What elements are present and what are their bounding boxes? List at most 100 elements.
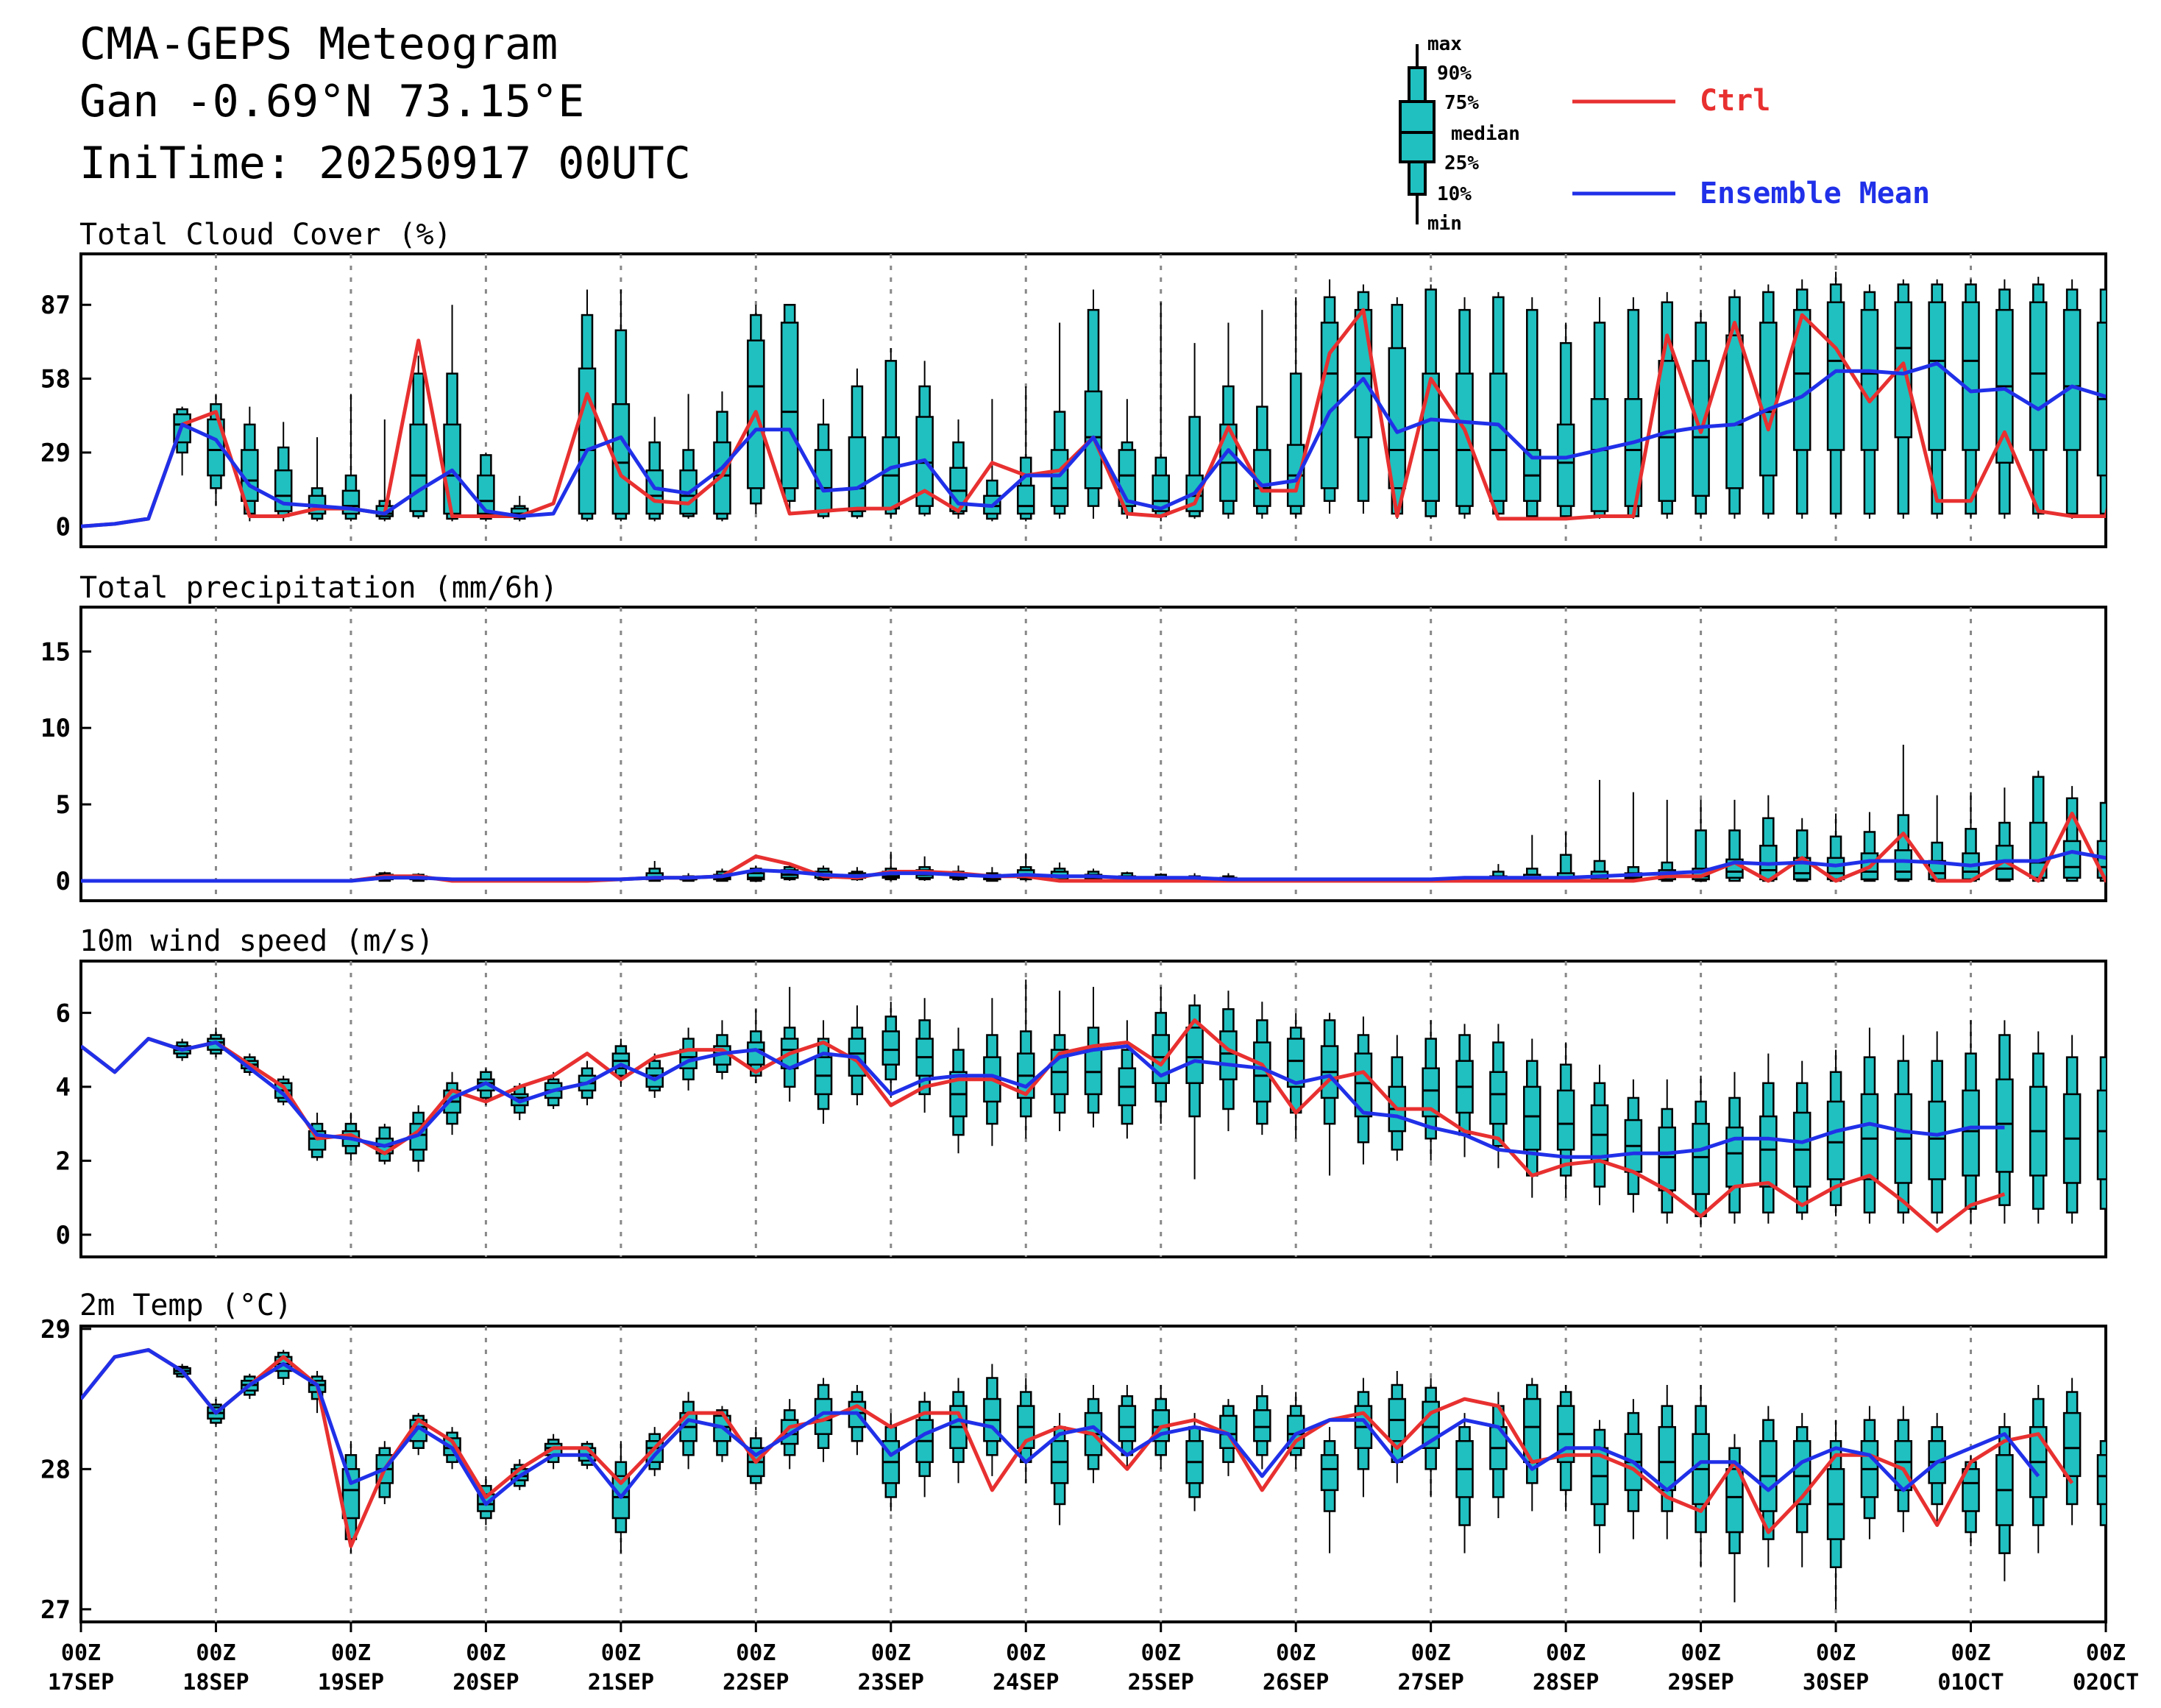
panel-title-temp: 2m Temp (°C) (79, 1289, 292, 1322)
box-40 (1422, 1020, 1440, 1161)
box-47 (1658, 1385, 1676, 1539)
x-tick-label-hour: 00Z (331, 1640, 371, 1666)
box-60 (2096, 1434, 2106, 1547)
panel-2: 0 2 4 6 (56, 960, 2107, 1258)
box-p25-p75 (1152, 474, 1170, 512)
x-tick-label-date: 23SEP (858, 1670, 924, 1695)
box-p25-p75 (1792, 308, 1812, 451)
box-38 (1354, 1016, 1373, 1165)
panel-3: 27 28 29 (40, 1315, 2107, 1625)
box-49 (1725, 1071, 1744, 1224)
box-p25-p75 (1759, 1115, 1778, 1188)
box-p25-p75 (1556, 423, 1575, 507)
box-57 (1995, 1413, 2014, 1581)
box-p25-p75 (1826, 1100, 1845, 1180)
box-52 (1826, 272, 1845, 519)
ensemble-mean-line (81, 361, 2106, 528)
box-p25-p75 (1725, 334, 1744, 489)
y-tick-label: 87 (40, 291, 71, 320)
box-41 (1455, 1024, 1474, 1158)
box-p25-p75 (780, 322, 799, 489)
box-37 (1320, 1427, 1339, 1553)
box-51 (1792, 279, 1812, 519)
panel-title-wind: 10m wind speed (m/s) (79, 924, 434, 958)
box-p25-p75 (2062, 840, 2082, 879)
box-31 (1118, 1385, 1137, 1470)
box-54 (1894, 745, 1913, 882)
box-29 (1050, 1413, 1069, 1525)
box-42 (1489, 1392, 1508, 1519)
box-20 (747, 305, 765, 514)
box-29 (1050, 322, 1069, 519)
box-p25-p75 (881, 1030, 901, 1066)
box-p25-p75 (1658, 1425, 1676, 1492)
box-50 (1759, 1406, 1778, 1567)
box-p25-p75 (1118, 1405, 1137, 1442)
x-tick-label-hour: 00Z (61, 1640, 101, 1666)
box-p25-p75 (1590, 1104, 1609, 1162)
box-24 (881, 348, 901, 519)
box-59 (2062, 1035, 2082, 1224)
y-tick-label: 2 (56, 1147, 71, 1176)
x-tick-label-date: 17SEP (48, 1670, 114, 1695)
panel-marks (81, 1347, 2106, 1609)
box-p25-p75 (1759, 322, 1778, 477)
box-p25-p75 (1928, 1100, 1946, 1180)
y-tick-label: 6 (56, 999, 71, 1028)
box-41 (1455, 297, 1474, 519)
box-57 (1995, 279, 2014, 519)
box-44 (1556, 1042, 1575, 1198)
box-p25-p75 (1860, 1093, 1879, 1180)
x-tick-label-date: 26SEP (1263, 1670, 1329, 1695)
panel-0: 0 29 58 87 (40, 252, 2107, 548)
x-tick-label-hour: 00Z (1681, 1640, 1721, 1666)
box-p25-p75 (1050, 449, 1069, 507)
legend-p90: 90% (1437, 63, 1472, 85)
box-p25-p75 (713, 441, 731, 515)
box-32 (1152, 302, 1170, 522)
box-50 (1759, 1053, 1778, 1224)
x-tick-label-date: 02OCT (2073, 1670, 2139, 1695)
x-tick-label-date: 18SEP (182, 1670, 249, 1695)
box-43 (1523, 297, 1541, 519)
box-49 (1725, 289, 1744, 519)
box-21 (780, 303, 799, 514)
box-34 (1219, 322, 1238, 519)
x-tick-label-hour: 00Z (1006, 1640, 1046, 1666)
box-p25-p75 (1455, 372, 1474, 507)
box-p25-p75 (2062, 1411, 2082, 1478)
legend-p10: 10% (1437, 183, 1472, 205)
box-p25-p75 (1590, 398, 1609, 512)
box-p25-p75 (1253, 1409, 1271, 1442)
plot-panels: 0 29 58 87 0 5 10 15 0 2 4 6 27 28 29 (40, 252, 2107, 1625)
ensemble-mean-line (81, 1037, 2005, 1159)
x-tick-label-date: 29SEP (1667, 1670, 1734, 1695)
box-46 (1624, 1079, 1643, 1213)
box-58 (2029, 277, 2048, 519)
box-35 (1253, 1002, 1271, 1135)
y-tick-label: 15 (40, 637, 71, 667)
box-42 (1489, 291, 1508, 519)
box-p25-p75 (1286, 1038, 1305, 1088)
panel-marks (81, 979, 2106, 1233)
box-51 (1792, 1060, 1812, 1220)
box-56 (1962, 279, 1980, 519)
box-p25-p75 (1658, 1126, 1676, 1191)
box-56 (1962, 1455, 1980, 1547)
y-tick-label: 10 (40, 714, 71, 743)
x-tick-label-date: 21SEP (588, 1670, 654, 1695)
box-p25-p75 (1219, 1030, 1238, 1081)
box-p25-p75 (2096, 1454, 2106, 1506)
box-45 (1590, 1420, 1609, 1553)
box-44 (1556, 322, 1575, 519)
box-p25-p75 (2029, 301, 2048, 451)
box-p25-p75 (1422, 1067, 1440, 1118)
x-tick-label-date: 24SEP (993, 1670, 1059, 1695)
box-59 (2062, 279, 2082, 519)
x-tick-label-date: 01OCT (1937, 1670, 2004, 1695)
box-47 (1658, 1079, 1676, 1224)
box-41 (1455, 1413, 1474, 1553)
panel-1: 0 5 10 15 (40, 606, 2107, 902)
x-axis: 00Z 17SEP 00Z 18SEP 00Z 19SEP 00Z 20SEP 00Z 21SEP… (48, 1622, 2139, 1695)
box-p25-p75 (1354, 1052, 1373, 1118)
